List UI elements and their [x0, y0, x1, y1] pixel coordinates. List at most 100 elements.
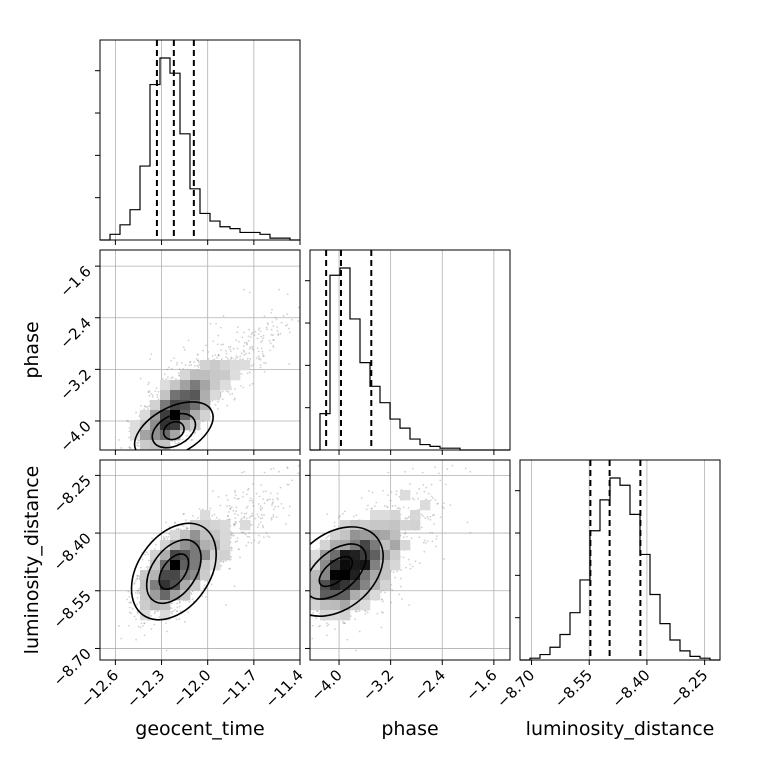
sample-point	[165, 536, 167, 538]
histogram-geocent_time	[100, 58, 300, 240]
sample-point	[166, 631, 168, 633]
density-cell	[200, 370, 210, 380]
sample-point	[179, 368, 181, 370]
sample-point	[241, 518, 243, 520]
sample-point	[138, 445, 140, 447]
sample-point	[291, 479, 293, 481]
sample-point	[163, 536, 165, 538]
density-cell	[170, 390, 180, 400]
y-tick-label: −1.6	[56, 262, 94, 300]
density-cell	[180, 370, 190, 380]
sample-point	[217, 343, 219, 345]
sample-point	[164, 373, 166, 375]
sample-point	[236, 506, 238, 508]
density-cell	[200, 410, 210, 420]
sample-point	[120, 447, 122, 449]
sample-point	[197, 365, 199, 367]
sample-point	[277, 498, 279, 500]
sample-point	[168, 367, 170, 369]
sample-point	[186, 528, 188, 530]
sample-point	[228, 391, 230, 393]
sample-point	[264, 472, 266, 474]
sample-point	[197, 354, 199, 356]
sample-point	[273, 339, 275, 341]
sample-point	[260, 336, 262, 338]
sample-point	[136, 575, 138, 577]
sample-point	[173, 357, 175, 359]
sample-point	[260, 364, 262, 366]
sample-point	[231, 535, 233, 537]
density-cell	[160, 440, 170, 450]
sample-point	[176, 610, 178, 612]
sample-point	[150, 615, 152, 617]
sample-point	[260, 330, 262, 332]
density-cell	[160, 380, 170, 390]
sample-point	[211, 584, 213, 586]
sample-point	[281, 322, 283, 324]
sample-point	[223, 560, 225, 562]
sample-point	[260, 367, 262, 369]
sample-point	[153, 624, 155, 626]
sample-point	[201, 595, 203, 597]
sample-point	[184, 349, 186, 351]
sample-point	[138, 626, 140, 628]
sample-point	[241, 352, 243, 354]
sample-point	[228, 568, 230, 570]
sample-point	[286, 466, 288, 468]
sample-point	[174, 522, 176, 524]
sample-point	[251, 348, 253, 350]
sample-point	[278, 289, 280, 291]
sample-point	[234, 490, 236, 492]
sample-point	[212, 355, 214, 357]
sample-point	[276, 516, 278, 518]
sample-point	[162, 378, 164, 380]
sample-point	[242, 492, 244, 494]
sample-point	[239, 356, 241, 358]
sample-point	[271, 309, 273, 311]
sample-point	[178, 442, 180, 444]
sample-point	[218, 354, 220, 356]
sample-point	[223, 315, 225, 317]
sample-point	[154, 611, 156, 613]
sample-point	[264, 315, 266, 317]
sample-point	[280, 487, 282, 489]
density-cell	[190, 380, 200, 390]
sample-point	[179, 606, 181, 608]
sample-point	[249, 500, 251, 502]
density-cell	[170, 380, 180, 390]
sample-point	[208, 358, 210, 360]
sample-point	[130, 602, 132, 604]
sample-point	[226, 390, 228, 392]
sample-point	[175, 442, 177, 444]
sample-point	[233, 535, 235, 537]
scatter-geocent_time-luminosity_distance	[114, 465, 300, 652]
sample-point	[166, 650, 168, 652]
sample-point	[283, 315, 285, 317]
density-cell	[190, 410, 200, 420]
sample-point	[259, 327, 261, 329]
sample-point	[221, 358, 223, 360]
sample-point	[229, 393, 231, 395]
sample-point	[248, 352, 250, 354]
panel-frame	[520, 460, 720, 660]
sample-point	[254, 518, 256, 520]
sample-point	[140, 405, 142, 407]
sample-point	[156, 387, 158, 389]
sample-point	[231, 357, 233, 359]
sample-point	[262, 517, 264, 519]
sample-point	[150, 393, 152, 395]
sample-point	[263, 335, 265, 337]
sample-point	[179, 601, 181, 603]
sample-point	[214, 514, 216, 516]
sample-point	[203, 420, 205, 422]
sample-point	[128, 437, 130, 439]
sample-point	[186, 435, 188, 437]
sample-point	[228, 511, 230, 513]
sample-point	[230, 350, 232, 352]
sample-point	[251, 333, 253, 335]
sample-point	[230, 346, 232, 348]
sample-point	[230, 556, 232, 558]
sample-point	[250, 336, 252, 338]
sample-point	[220, 327, 222, 329]
sample-point	[228, 346, 230, 348]
